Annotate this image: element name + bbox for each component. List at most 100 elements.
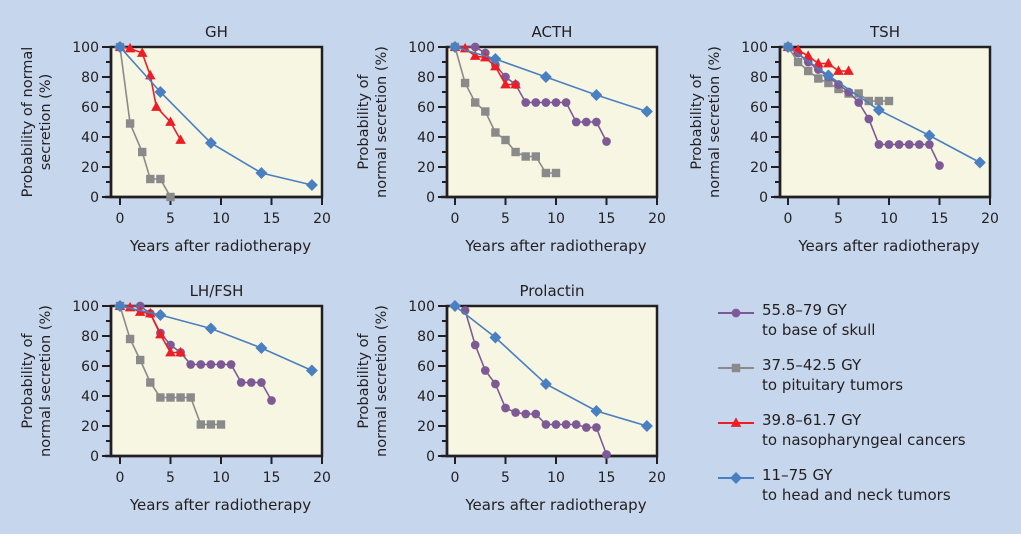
data-point-skull <box>592 117 601 127</box>
data-point-pituitary <box>834 84 843 94</box>
data-point-skull <box>521 98 531 107</box>
chart-title: ACTH <box>532 23 573 41</box>
y-tick-label: 100 <box>72 299 99 315</box>
y-tick-label: 40 <box>81 389 99 405</box>
data-point-skull <box>592 423 601 432</box>
legend-label-dose: 11–75 GY <box>762 466 833 484</box>
x-tick-label: 20 <box>648 211 666 227</box>
data-point-naso <box>490 60 501 71</box>
data-point-skull <box>935 161 944 170</box>
plot-area <box>445 304 659 458</box>
data-point-headneck <box>640 105 653 118</box>
data-point-headneck <box>539 378 552 390</box>
legend-item-skull: 55.8–79 GY to base of skull <box>714 300 1014 355</box>
data-point-pituitary <box>884 96 894 106</box>
x-tick-label: 15 <box>598 211 616 227</box>
data-point-skull <box>571 117 581 127</box>
x-axis-label: Years after radiotherapy <box>464 496 646 514</box>
data-point-headneck <box>255 167 268 179</box>
data-point-headneck <box>114 300 126 312</box>
data-point-skull <box>236 378 246 387</box>
x-axis-label: Years after radiotherapy <box>129 237 311 255</box>
data-point-pituitary <box>814 74 823 83</box>
data-point-pituitary <box>196 420 205 429</box>
data-point-headneck <box>204 322 217 335</box>
y-tick-label: 40 <box>81 130 99 146</box>
data-point-naso <box>175 346 186 357</box>
y-tick-label: 20 <box>417 160 435 176</box>
x-tick-label: 0 <box>116 470 125 486</box>
x-tick-label: 5 <box>834 211 843 227</box>
legend-marker-circle-icon <box>718 308 754 318</box>
data-point-pituitary <box>531 152 540 161</box>
data-point-headneck <box>590 89 603 101</box>
x-tick-label: 15 <box>598 470 616 486</box>
data-point-naso <box>165 346 176 357</box>
data-point-pituitary <box>521 152 530 161</box>
data-point-skull <box>501 403 510 413</box>
y-tick-label: 100 <box>408 299 435 315</box>
data-point-headneck <box>923 129 936 142</box>
series-headneck <box>114 41 318 191</box>
series-skull <box>115 301 276 405</box>
data-point-headneck <box>204 137 217 149</box>
chart-title: GH <box>205 23 228 41</box>
legend-label-dose: 39.8–61.7 GY <box>762 411 862 429</box>
data-point-pituitary <box>146 174 155 184</box>
x-tick-label: 10 <box>880 211 898 227</box>
y-tick-label: 80 <box>417 329 435 345</box>
chart-title: TSH <box>869 23 900 41</box>
data-point-skull <box>531 409 541 419</box>
data-point-naso <box>843 65 854 75</box>
legend-item-headneck: 11–75 GY to head and neck tumors <box>714 465 1014 520</box>
y-tick-label: 100 <box>741 40 768 56</box>
y-tick-label: 40 <box>417 130 435 146</box>
x-tick-label: 0 <box>116 211 125 227</box>
data-point-headneck <box>782 41 794 53</box>
x-tick-label: 5 <box>166 211 175 227</box>
data-point-pituitary <box>804 66 813 76</box>
data-point-skull <box>521 409 531 419</box>
data-point-skull <box>480 366 490 375</box>
data-point-headneck <box>449 300 461 312</box>
data-point-pituitary <box>460 78 470 88</box>
data-point-headneck <box>255 342 268 354</box>
x-tick-label: 15 <box>931 211 949 227</box>
x-tick-label: 5 <box>501 211 510 227</box>
y-axis-label: secretion (%) <box>38 74 54 171</box>
data-point-skull <box>246 378 256 387</box>
y-tick-label: 100 <box>72 40 99 56</box>
data-point-headneck <box>449 41 461 53</box>
legend-label-target: to head and neck tumors <box>762 486 951 504</box>
data-point-skull <box>925 140 934 149</box>
data-point-headneck <box>539 71 552 83</box>
data-point-naso <box>833 65 844 75</box>
legend-marker-diamond-icon <box>718 472 754 484</box>
x-tick-label: 20 <box>648 470 666 486</box>
y-tick-label: 0 <box>426 190 435 206</box>
x-tick-label: 10 <box>547 470 565 486</box>
series-skull <box>460 306 611 459</box>
y-tick-label: 80 <box>750 70 768 86</box>
data-point-pituitary <box>176 393 185 402</box>
y-tick-label: 60 <box>417 100 435 116</box>
data-point-skull <box>511 408 520 417</box>
legend-item-pituitary: 37.5–42.5 GY to pituitary tumors <box>714 355 1014 410</box>
x-tick-label: 5 <box>166 470 175 486</box>
data-point-skull <box>206 360 216 369</box>
x-tick-label: 10 <box>212 211 230 227</box>
data-point-pituitary <box>541 168 551 178</box>
y-tick-label: 80 <box>81 329 99 345</box>
y-tick-label: 20 <box>750 160 768 176</box>
y-tick-label: 60 <box>81 359 99 375</box>
data-point-naso <box>165 116 176 126</box>
data-point-headneck <box>872 104 885 116</box>
legend: 55.8–79 GY to base of skull 37.5–42.5 GY… <box>714 300 1014 520</box>
data-point-pituitary <box>156 174 165 184</box>
legend-label-dose: 37.5–42.5 GY <box>762 356 862 374</box>
data-point-pituitary <box>854 89 863 98</box>
data-point-naso <box>124 42 136 53</box>
x-axis-label: Years after radiotherapy <box>797 237 979 255</box>
y-axis-label: Probability of <box>20 332 36 428</box>
data-point-naso <box>500 78 511 89</box>
